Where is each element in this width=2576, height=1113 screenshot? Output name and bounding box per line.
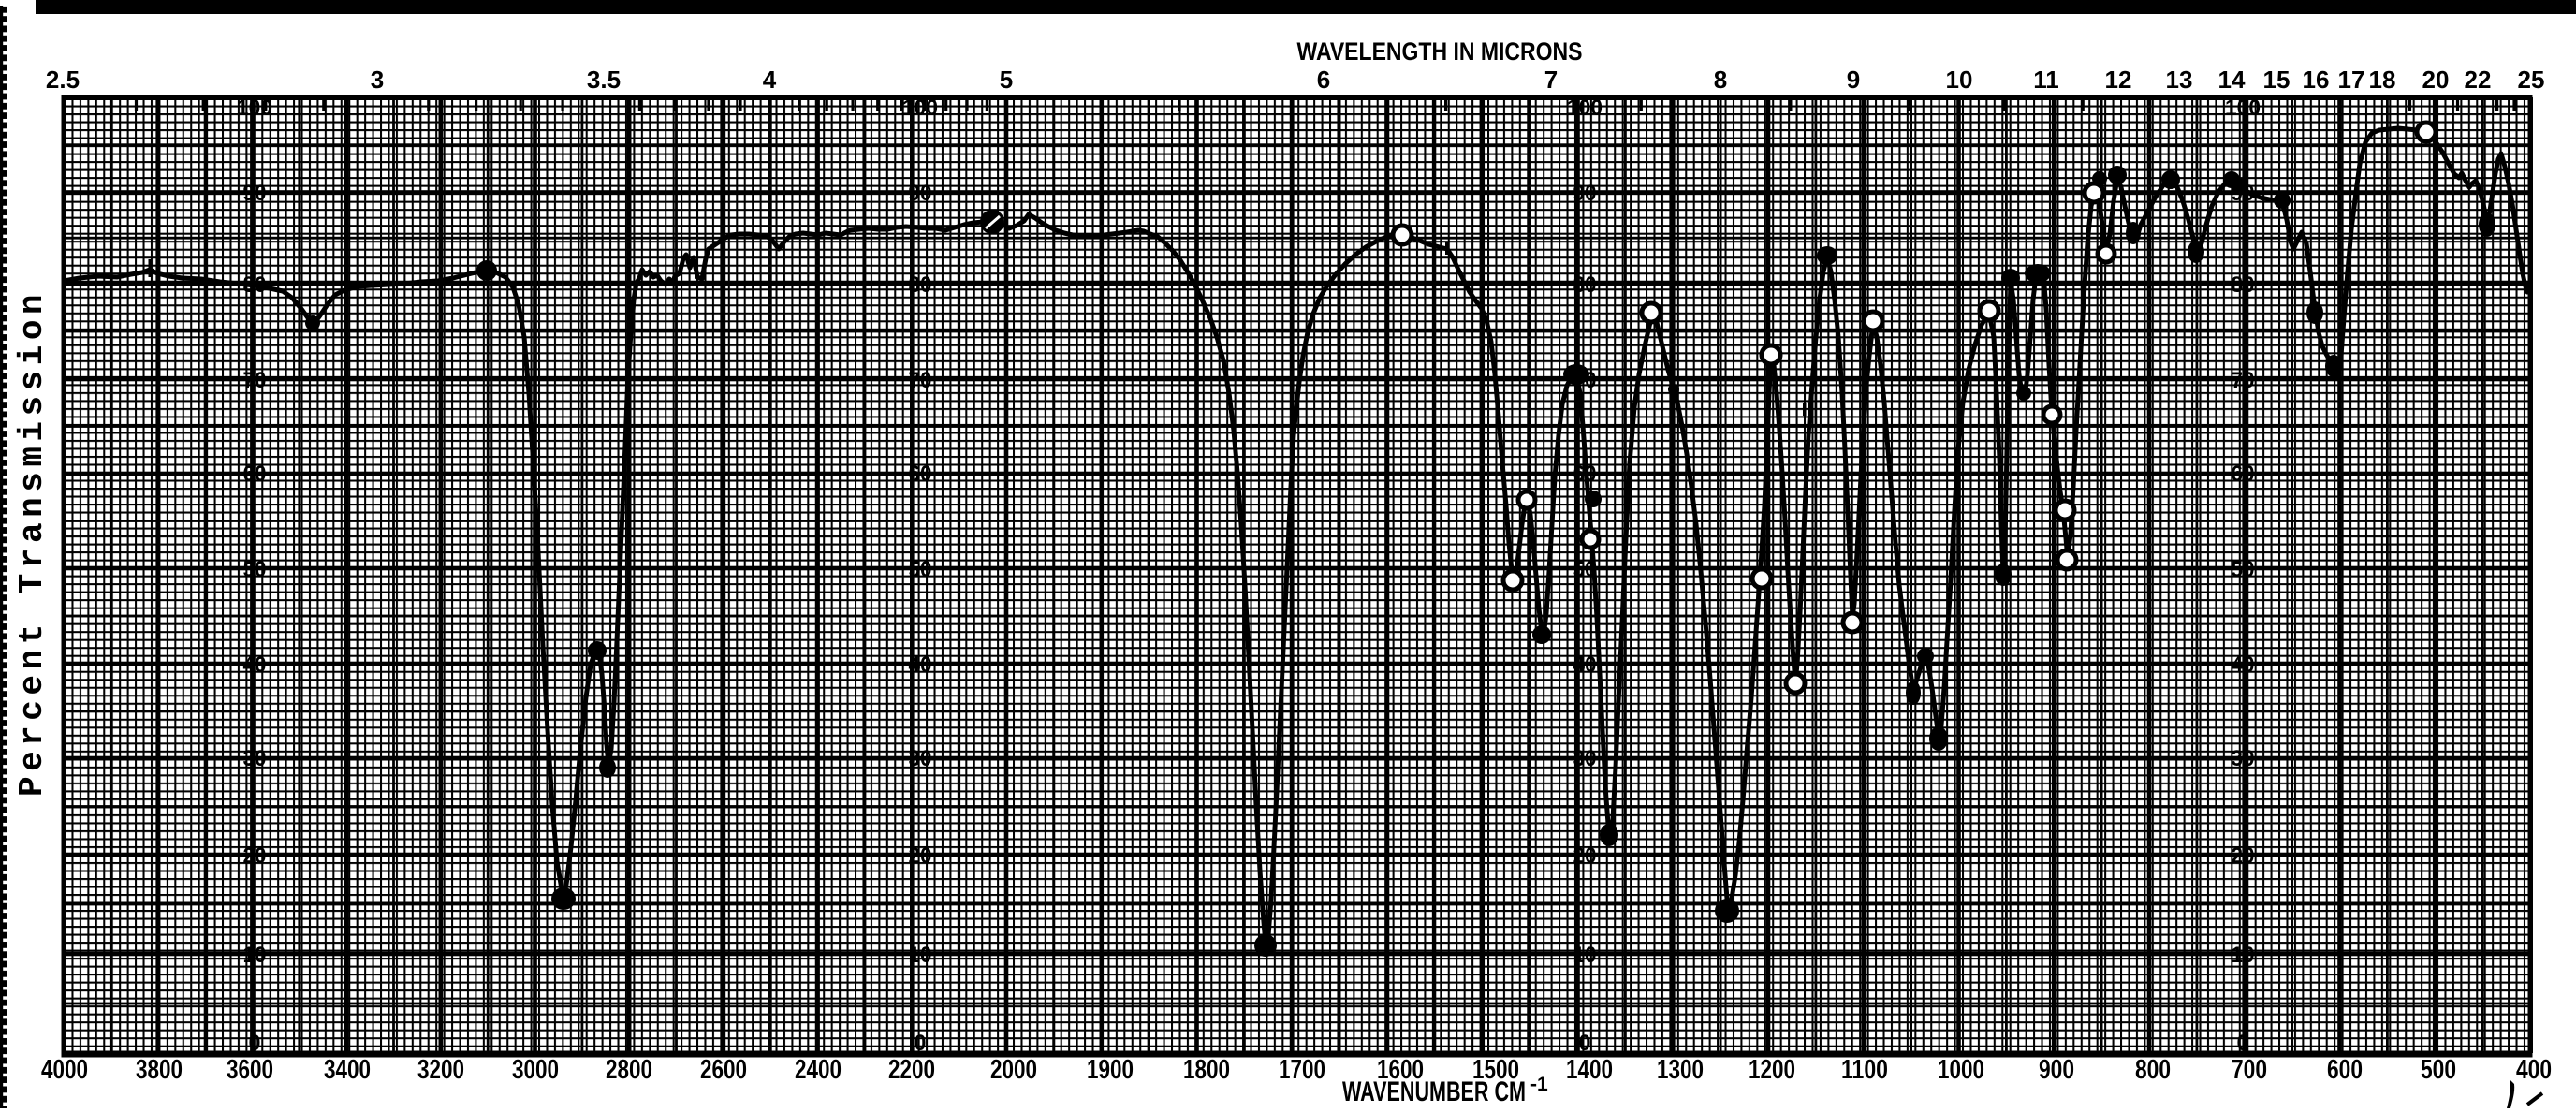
- svg-text:10: 10: [243, 943, 267, 968]
- svg-text:3800: 3800: [136, 1055, 183, 1085]
- svg-text:20: 20: [909, 843, 932, 869]
- svg-text:100: 100: [2225, 95, 2261, 121]
- svg-text:1700: 1700: [1279, 1055, 1325, 1085]
- svg-text:2200: 2200: [888, 1055, 935, 1085]
- svg-text:1300: 1300: [1657, 1055, 1704, 1085]
- svg-text:3400: 3400: [324, 1055, 371, 1085]
- svg-text:16: 16: [2303, 66, 2330, 94]
- svg-text:22: 22: [2465, 66, 2492, 94]
- svg-text:50: 50: [243, 557, 267, 582]
- svg-text:20: 20: [2422, 66, 2450, 94]
- svg-text:12: 12: [2105, 66, 2132, 94]
- svg-text:2400: 2400: [795, 1055, 842, 1085]
- svg-text:4000: 4000: [41, 1055, 88, 1085]
- svg-text:2000: 2000: [990, 1055, 1037, 1085]
- svg-text:20: 20: [243, 843, 267, 869]
- svg-text:10: 10: [909, 943, 932, 968]
- svg-text:3000: 3000: [512, 1055, 559, 1085]
- svg-text:WAVENUMBER CM: WAVENUMBER CM: [1342, 1076, 1526, 1107]
- svg-text:3600: 3600: [227, 1055, 273, 1085]
- svg-text:0: 0: [915, 1031, 927, 1056]
- svg-text:18: 18: [2369, 66, 2396, 94]
- svg-text:80: 80: [909, 272, 932, 298]
- svg-text:20: 20: [1573, 843, 1597, 869]
- svg-text:1500: 1500: [1472, 1055, 1519, 1085]
- svg-text:30: 30: [909, 746, 932, 771]
- svg-text:7: 7: [1544, 66, 1558, 94]
- svg-text:0: 0: [249, 1031, 261, 1056]
- svg-text:10: 10: [1573, 943, 1597, 968]
- svg-text:60: 60: [909, 461, 932, 487]
- svg-text:1900: 1900: [1087, 1055, 1134, 1085]
- svg-text:1000: 1000: [1938, 1055, 1984, 1085]
- svg-text:Percent Transmission: Percent Transmission: [13, 289, 51, 797]
- svg-text:WAVELENGTH IN MICRONS: WAVELENGTH IN MICRONS: [1297, 37, 1583, 66]
- svg-text:8: 8: [1714, 66, 1727, 94]
- svg-text:40: 40: [909, 652, 932, 678]
- svg-text:2600: 2600: [700, 1055, 747, 1085]
- svg-text:80: 80: [2232, 272, 2255, 298]
- svg-text:90: 90: [909, 181, 932, 206]
- svg-text:40: 40: [2232, 652, 2255, 678]
- svg-text:3.5: 3.5: [587, 66, 621, 94]
- svg-text:-1: -1: [1530, 1074, 1548, 1095]
- svg-text:25: 25: [2518, 66, 2545, 94]
- svg-text:1800: 1800: [1183, 1055, 1230, 1085]
- svg-text:600: 600: [2327, 1055, 2363, 1085]
- svg-text:11: 11: [2033, 66, 2059, 94]
- svg-text:10: 10: [1946, 66, 1973, 94]
- svg-text:6: 6: [1317, 66, 1330, 94]
- svg-text:5: 5: [1000, 66, 1013, 94]
- svg-text:15: 15: [2263, 66, 2291, 94]
- svg-text:14: 14: [2218, 66, 2246, 94]
- svg-text:3200: 3200: [417, 1055, 464, 1085]
- svg-text:30: 30: [243, 746, 267, 771]
- svg-text:10: 10: [2232, 943, 2255, 968]
- svg-text:1100: 1100: [1841, 1055, 1888, 1085]
- svg-text:3: 3: [371, 66, 384, 94]
- svg-text:80: 80: [1573, 272, 1597, 298]
- svg-text:90: 90: [243, 181, 267, 206]
- svg-text:70: 70: [2232, 368, 2255, 393]
- svg-text:1200: 1200: [1749, 1055, 1795, 1085]
- svg-text:70: 70: [909, 368, 932, 393]
- svg-text:13: 13: [2166, 66, 2193, 94]
- svg-text:800: 800: [2135, 1055, 2171, 1085]
- svg-text:60: 60: [2232, 461, 2255, 487]
- svg-text:400: 400: [2516, 1055, 2552, 1085]
- svg-text:70: 70: [243, 368, 267, 393]
- svg-text:500: 500: [2421, 1055, 2456, 1085]
- svg-text:30: 30: [2232, 746, 2255, 771]
- svg-text:4: 4: [763, 66, 777, 94]
- svg-text:60: 60: [243, 461, 267, 487]
- svg-text:1600: 1600: [1377, 1055, 1424, 1085]
- svg-text:0: 0: [1579, 1031, 1591, 1056]
- svg-text:100: 100: [237, 95, 272, 121]
- svg-text:700: 700: [2232, 1055, 2267, 1085]
- svg-text:40: 40: [1573, 652, 1597, 678]
- svg-text:1400: 1400: [1566, 1055, 1613, 1085]
- svg-text:100: 100: [1567, 95, 1603, 121]
- svg-text:40: 40: [243, 652, 267, 678]
- svg-text:2800: 2800: [606, 1055, 652, 1085]
- svg-text:50: 50: [2232, 557, 2255, 582]
- svg-text:17: 17: [2338, 66, 2365, 94]
- svg-text:0: 0: [2237, 1031, 2249, 1056]
- svg-text:2.5: 2.5: [46, 66, 80, 94]
- svg-text:30: 30: [1573, 746, 1597, 771]
- svg-text:900: 900: [2039, 1055, 2074, 1085]
- svg-text:100: 100: [902, 95, 938, 121]
- svg-text:90: 90: [1573, 181, 1597, 206]
- svg-text:20: 20: [2232, 843, 2255, 869]
- svg-text:50: 50: [909, 557, 932, 582]
- svg-text:9: 9: [1847, 66, 1860, 94]
